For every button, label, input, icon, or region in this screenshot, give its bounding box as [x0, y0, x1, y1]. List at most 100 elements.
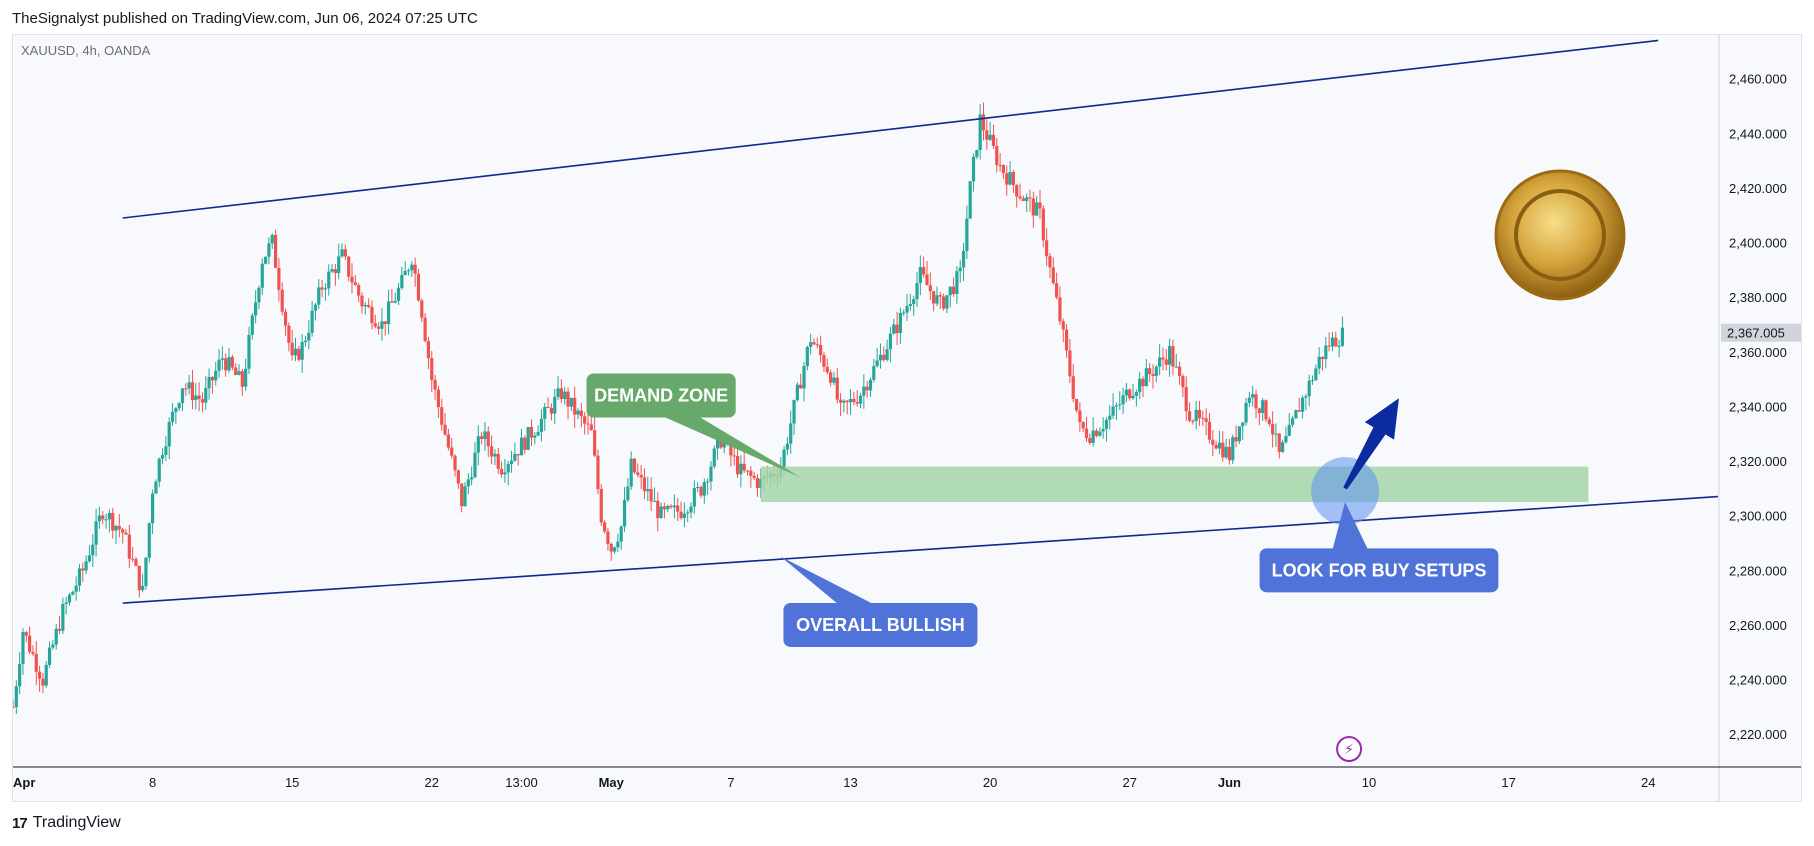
callout-box[interactable] [1259, 548, 1499, 593]
gold-coin-ring [1514, 189, 1606, 281]
candle-body [912, 299, 916, 305]
candle-body [220, 358, 224, 360]
candle-body [413, 264, 417, 274]
candle-body [230, 357, 234, 368]
candle-body [1274, 433, 1278, 435]
candle-body [61, 603, 65, 631]
candle-body [1081, 422, 1085, 429]
candle-body [636, 472, 640, 475]
footer[interactable]: 17 TradingView [12, 814, 121, 832]
candle-body [1304, 396, 1308, 398]
candle-body [313, 304, 318, 311]
lightning-glyph: ⚡ [1344, 742, 1354, 758]
candle-body [210, 377, 215, 381]
candle-body [54, 628, 58, 645]
candle-body [207, 377, 211, 389]
candle-body [1038, 202, 1042, 209]
candle-body [297, 348, 301, 360]
channel-line-lower[interactable] [122, 495, 1719, 604]
candle-body [353, 282, 357, 286]
candle-body [244, 368, 248, 387]
price-chart[interactable]: XAUUSD, 4h, OANDA 2,460.000 2,440.000 2,420… [13, 35, 1801, 801]
candle-body [1104, 419, 1109, 429]
highlight-circle [1311, 457, 1380, 526]
candle-body [1184, 387, 1188, 412]
candle-body [1045, 240, 1049, 257]
candle-body [1314, 368, 1318, 381]
candle-body [1025, 197, 1029, 201]
candle-body [1101, 428, 1105, 432]
candle-body [270, 234, 274, 244]
candle-body [84, 561, 88, 571]
candle-body [237, 371, 241, 375]
candle-body [273, 234, 278, 268]
y-tick-label: 2,460.000 [1729, 72, 1787, 87]
candle-body [114, 525, 118, 531]
candle-body [646, 489, 650, 492]
callout-pointer [661, 415, 801, 478]
candle-body [446, 434, 450, 448]
candle-body [34, 653, 38, 672]
candle-body [330, 269, 334, 272]
candle-body [825, 366, 829, 373]
candle-body [1337, 345, 1341, 347]
candle-body [1061, 321, 1065, 330]
candle-body [1071, 376, 1075, 399]
callout-label: LOOK FOR BUY SETUPS [1272, 560, 1487, 580]
candle-body [506, 464, 510, 473]
candle-body [367, 304, 371, 307]
candle-body [563, 391, 567, 400]
candle-body [320, 287, 324, 290]
channel-line-upper[interactable] [122, 39, 1659, 219]
candle-body [829, 372, 833, 383]
candle-body [390, 301, 394, 303]
candle-body [1011, 171, 1015, 185]
candle-body [227, 357, 231, 371]
candle-body [41, 678, 45, 686]
candle-body [463, 486, 467, 507]
lightning-marker-icon[interactable] [1336, 736, 1363, 762]
x-tick-label: 15 [285, 775, 299, 790]
chart-frame[interactable]: XAUUSD, 4h, OANDA 2,460.000 2,440.000 2,420… [12, 34, 1802, 802]
candle-body [117, 525, 121, 530]
callout-box[interactable] [783, 602, 978, 647]
candle-body [360, 295, 364, 307]
candle-body [612, 547, 617, 552]
y-tick-label: 2,240.000 [1729, 673, 1787, 688]
candle-body [1158, 357, 1162, 367]
y-tick-label: 2,440.000 [1729, 126, 1787, 141]
y-tick-label: 2,420.000 [1729, 181, 1787, 196]
candle-body [925, 274, 929, 286]
candle-body [669, 505, 673, 508]
candle-body [593, 430, 597, 456]
candle-body [180, 388, 185, 404]
candle-body [559, 388, 563, 400]
candle-body [832, 377, 836, 383]
candle-body [94, 521, 98, 545]
callout-box[interactable] [586, 373, 736, 418]
candle-body [323, 288, 328, 290]
candle-body [875, 360, 879, 367]
candle-body [480, 436, 484, 439]
candle-body [699, 487, 703, 496]
candle-body [835, 377, 839, 400]
candle-body [1334, 337, 1338, 347]
candle-body [64, 602, 68, 604]
candle-body [31, 651, 35, 654]
candle-body [373, 323, 377, 327]
candle-body [293, 348, 298, 356]
candle-body [503, 472, 507, 475]
candle-body [689, 506, 693, 513]
candle-body [626, 486, 630, 501]
candle-body [214, 370, 218, 381]
y-tick-label: 2,380.000 [1729, 290, 1787, 305]
candle-body [546, 406, 550, 408]
candle-body [971, 156, 976, 182]
candle-body [513, 453, 517, 461]
candle-body [1098, 431, 1102, 436]
candle-body [599, 488, 603, 523]
candle-body [1290, 418, 1295, 425]
candle-body [1320, 356, 1325, 360]
candle-body [194, 395, 198, 401]
footer-brand: TradingView [32, 814, 121, 831]
